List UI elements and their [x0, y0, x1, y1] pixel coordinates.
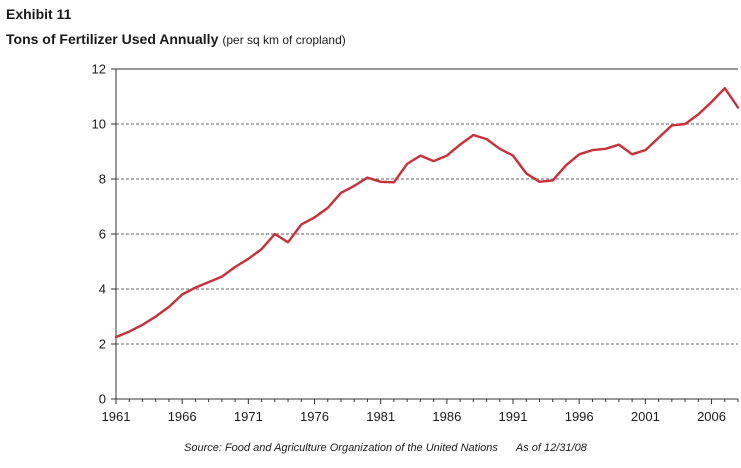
exhibit-label: Exhibit 11 — [6, 6, 72, 22]
x-tick-label: 1976 — [300, 409, 329, 424]
axes — [111, 68, 739, 404]
x-tick-label: 1961 — [102, 409, 131, 424]
chart-subtitle: (per sq km of cropland) — [222, 33, 346, 47]
y-tick-label: 2 — [99, 337, 106, 352]
series-layer — [114, 86, 740, 339]
series-line-0 — [114, 86, 740, 339]
y-tick-label: 4 — [99, 282, 106, 297]
tick-labels: 0 2 4 6 8 10 12 1961 1966 1971 1976 1981 1986 1991 199… — [92, 62, 726, 425]
chart-title-row: Tons of Fertilizer Used Annually (per sq … — [6, 31, 346, 49]
x-tick-label: 1986 — [432, 409, 461, 424]
x-tick-label: 1971 — [234, 409, 263, 424]
y-tick-label: 10 — [92, 117, 106, 132]
chart-title: Tons of Fertilizer Used Annually — [6, 31, 219, 47]
x-tick-label: 1996 — [565, 409, 594, 424]
as-of-text: As of 12/31/08 — [515, 442, 587, 454]
x-tick-label: 1991 — [499, 409, 528, 424]
y-tick-label: 6 — [99, 227, 106, 242]
y-tick-label: 0 — [99, 392, 106, 407]
gridlines — [116, 123, 738, 345]
x-tick-label: 2006 — [697, 409, 726, 424]
x-tick-label: 1981 — [366, 409, 395, 424]
source-text: Source: Food and Agriculture Organizatio… — [184, 442, 498, 454]
x-tick-label: 1966 — [168, 409, 197, 424]
x-tick-label: 2001 — [631, 409, 660, 424]
y-tick-label: 12 — [92, 62, 106, 77]
source-note: Source: Food and Agriculture Organizatio… — [184, 442, 587, 454]
y-tick-label: 8 — [99, 172, 106, 187]
